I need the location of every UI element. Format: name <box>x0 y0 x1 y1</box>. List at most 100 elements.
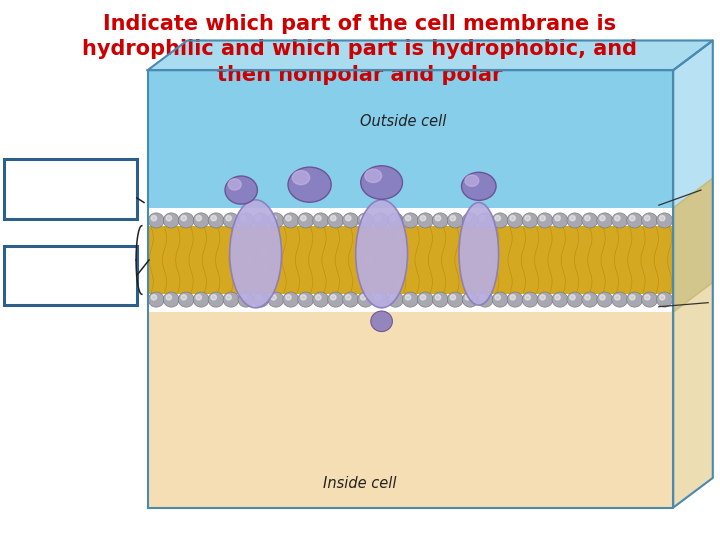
Ellipse shape <box>465 175 479 186</box>
Ellipse shape <box>477 213 493 228</box>
Ellipse shape <box>600 295 605 300</box>
Ellipse shape <box>361 166 402 199</box>
Ellipse shape <box>166 215 171 221</box>
Ellipse shape <box>256 295 261 300</box>
Ellipse shape <box>283 292 299 307</box>
Ellipse shape <box>223 292 239 307</box>
Ellipse shape <box>626 292 642 307</box>
Ellipse shape <box>540 295 545 300</box>
Bar <box>148 70 673 208</box>
Ellipse shape <box>492 292 508 307</box>
Ellipse shape <box>193 213 209 228</box>
Ellipse shape <box>570 295 575 300</box>
Ellipse shape <box>223 213 239 228</box>
Ellipse shape <box>447 292 463 307</box>
Ellipse shape <box>271 295 276 300</box>
Text: Outside cell: Outside cell <box>360 114 446 129</box>
Ellipse shape <box>552 292 568 307</box>
Ellipse shape <box>196 215 202 221</box>
Ellipse shape <box>420 215 426 221</box>
Ellipse shape <box>315 295 321 300</box>
Ellipse shape <box>300 295 306 300</box>
Ellipse shape <box>371 311 392 332</box>
Ellipse shape <box>283 213 299 228</box>
Ellipse shape <box>626 213 642 228</box>
Ellipse shape <box>597 292 613 307</box>
Ellipse shape <box>435 295 441 300</box>
Ellipse shape <box>465 215 471 221</box>
Ellipse shape <box>225 176 258 204</box>
Ellipse shape <box>286 215 291 221</box>
Ellipse shape <box>390 295 396 300</box>
Ellipse shape <box>540 215 545 221</box>
Ellipse shape <box>402 213 418 228</box>
Ellipse shape <box>148 292 164 307</box>
Ellipse shape <box>420 295 426 300</box>
Bar <box>4 159 137 219</box>
Ellipse shape <box>372 213 388 228</box>
Ellipse shape <box>328 292 343 307</box>
Polygon shape <box>148 40 713 70</box>
Ellipse shape <box>330 215 336 221</box>
Ellipse shape <box>495 215 500 221</box>
Ellipse shape <box>615 215 620 221</box>
Ellipse shape <box>600 215 605 221</box>
Ellipse shape <box>537 213 553 228</box>
Ellipse shape <box>554 295 560 300</box>
Ellipse shape <box>450 295 456 300</box>
Text: Inside cell: Inside cell <box>323 476 397 491</box>
Ellipse shape <box>211 215 217 221</box>
Ellipse shape <box>315 215 321 221</box>
Ellipse shape <box>230 200 282 308</box>
Bar <box>148 312 673 508</box>
Ellipse shape <box>358 213 374 228</box>
Ellipse shape <box>405 215 411 221</box>
Ellipse shape <box>361 295 366 300</box>
Ellipse shape <box>510 295 516 300</box>
Ellipse shape <box>462 213 478 228</box>
Ellipse shape <box>346 295 351 300</box>
Bar <box>4 246 137 305</box>
Ellipse shape <box>358 292 374 307</box>
Ellipse shape <box>657 213 672 228</box>
Ellipse shape <box>567 292 582 307</box>
Ellipse shape <box>328 213 343 228</box>
Ellipse shape <box>298 292 314 307</box>
Polygon shape <box>673 282 713 508</box>
Ellipse shape <box>582 292 598 307</box>
Ellipse shape <box>552 213 568 228</box>
Ellipse shape <box>525 295 531 300</box>
Ellipse shape <box>179 213 194 228</box>
Ellipse shape <box>300 215 306 221</box>
Ellipse shape <box>330 295 336 300</box>
Ellipse shape <box>525 215 531 221</box>
Ellipse shape <box>286 295 291 300</box>
Ellipse shape <box>462 172 496 200</box>
Ellipse shape <box>612 213 628 228</box>
Ellipse shape <box>268 292 284 307</box>
Ellipse shape <box>522 292 538 307</box>
Ellipse shape <box>462 292 478 307</box>
Ellipse shape <box>418 292 433 307</box>
Ellipse shape <box>644 295 650 300</box>
Ellipse shape <box>597 213 613 228</box>
Ellipse shape <box>361 215 366 221</box>
Ellipse shape <box>447 213 463 228</box>
Ellipse shape <box>151 215 157 221</box>
Ellipse shape <box>288 167 331 202</box>
Text: Indicate which part of the cell membrane is
hydrophilic and which part is hydrop: Indicate which part of the cell membrane… <box>83 14 637 85</box>
Ellipse shape <box>166 295 171 300</box>
Ellipse shape <box>433 292 449 307</box>
Ellipse shape <box>570 215 575 221</box>
Ellipse shape <box>644 215 650 221</box>
Ellipse shape <box>507 213 523 228</box>
Ellipse shape <box>312 213 328 228</box>
Ellipse shape <box>480 215 485 221</box>
Ellipse shape <box>181 215 186 221</box>
Polygon shape <box>673 40 713 208</box>
Ellipse shape <box>240 295 246 300</box>
Ellipse shape <box>433 213 449 228</box>
Ellipse shape <box>179 292 194 307</box>
Ellipse shape <box>660 215 665 221</box>
Ellipse shape <box>193 292 209 307</box>
